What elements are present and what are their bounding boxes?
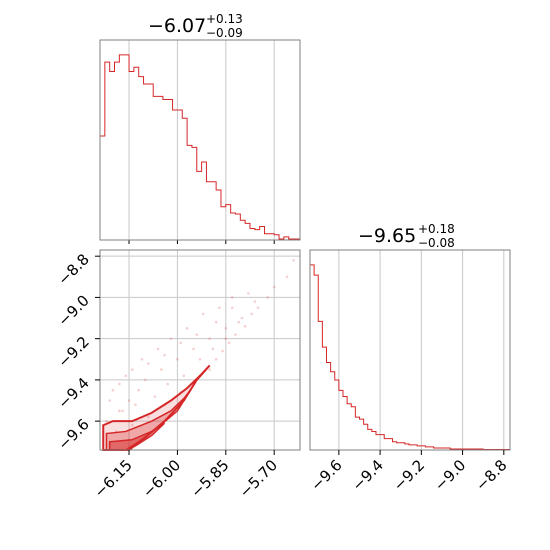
x-tick-label: −9.0 xyxy=(431,456,469,494)
histogram-panel-param-1: −6.07 +0.13 −0.09 xyxy=(99,12,301,244)
sample-point xyxy=(176,357,179,361)
x-tick-label: −8.8 xyxy=(472,456,510,494)
grid-lines xyxy=(128,40,275,244)
sample-point xyxy=(159,368,163,371)
sample-point xyxy=(108,399,111,402)
sample-point xyxy=(140,357,144,361)
density-contours xyxy=(102,364,211,451)
sample-point xyxy=(198,357,202,361)
x-axis-ticks: −6.15 −6.00 −5.85 −5.70 xyxy=(91,450,281,501)
title-value: −6.07 xyxy=(148,15,206,37)
sample-point xyxy=(247,291,250,295)
scatter-points xyxy=(105,259,295,433)
y-tick-label: −9.0 xyxy=(54,292,92,330)
sample-point xyxy=(130,423,134,427)
sample-point xyxy=(272,285,276,289)
y-tick-label: −9.4 xyxy=(54,374,92,412)
sample-point xyxy=(243,324,247,328)
y-tick-label: −8.8 xyxy=(54,250,92,288)
grid-lines xyxy=(100,250,300,450)
title-plus: +0.18 xyxy=(418,222,455,236)
sample-point xyxy=(234,333,237,336)
sample-point xyxy=(237,320,241,324)
sample-point xyxy=(105,419,108,423)
axes-frame xyxy=(99,39,301,241)
sample-point xyxy=(211,347,215,351)
sample-point xyxy=(182,374,186,378)
sample-point xyxy=(111,388,115,392)
y-tick-label: −9.6 xyxy=(54,415,92,453)
title-minus: −0.09 xyxy=(206,26,243,40)
sample-point xyxy=(292,259,295,262)
sample-point xyxy=(118,409,121,413)
sample-point xyxy=(121,409,124,413)
sample-point xyxy=(240,316,244,320)
sample-point xyxy=(169,337,173,340)
sample-point xyxy=(285,275,289,279)
sample-point xyxy=(230,306,234,310)
x-tick-label: −9.4 xyxy=(348,456,386,494)
sample-point xyxy=(195,333,199,336)
sample-point xyxy=(130,368,134,371)
title-plus: +0.13 xyxy=(206,12,243,26)
sample-point xyxy=(134,403,137,406)
sample-point xyxy=(218,306,221,310)
title-value: −9.65 xyxy=(358,225,416,247)
sample-point xyxy=(227,341,231,345)
y-tick-label: −9.2 xyxy=(54,333,92,371)
contour-level xyxy=(108,422,166,451)
histogram-panel-param-2: −9.6 −9.4 −9.2 −9.0 −8.8 −9.65 +0.18 −0.08 xyxy=(307,222,510,495)
sample-point xyxy=(137,388,141,392)
y-axis-ticks: −8.8 −9.0−9.2−9.4−9.6 xyxy=(54,250,100,454)
x-tick-label: −5.70 xyxy=(236,456,281,501)
sample-point xyxy=(214,320,218,324)
sample-point xyxy=(118,382,121,386)
sample-point xyxy=(208,337,211,340)
sample-point xyxy=(230,296,234,299)
sample-point xyxy=(153,395,157,398)
sample-point xyxy=(166,382,170,386)
sample-point xyxy=(201,312,205,316)
x-tick-label: −5.85 xyxy=(187,456,232,501)
sample-point xyxy=(256,306,260,310)
x-tick-label: −6.15 xyxy=(91,456,136,501)
sample-point xyxy=(208,368,211,371)
scatter-contour-panel: −6.15 −6.00 −5.85 −5.70 −8.8 −9.0−9.2−9.4−9.… xyxy=(54,249,301,501)
sample-point xyxy=(147,415,150,419)
x-tick-label: −6.00 xyxy=(139,456,184,501)
axes-frame xyxy=(99,249,301,451)
x-axis-ticks: −9.6 −9.4 −9.2 −9.0 −8.8 xyxy=(307,450,511,495)
sample-point xyxy=(127,399,131,402)
sample-point xyxy=(156,347,160,351)
sample-point xyxy=(224,327,228,330)
histogram-step-line xyxy=(309,264,510,450)
x-tick-label: −9.2 xyxy=(390,456,428,494)
histogram-step-line xyxy=(99,54,300,240)
sample-point xyxy=(224,337,228,340)
sample-point xyxy=(185,327,189,330)
axes-frame xyxy=(309,249,511,451)
sample-point xyxy=(192,347,195,351)
grid-lines xyxy=(338,250,505,450)
sample-point xyxy=(147,362,150,365)
sample-point xyxy=(179,341,182,345)
sample-point xyxy=(214,357,218,361)
x-tick-label: −9.6 xyxy=(307,456,345,494)
sample-point xyxy=(250,312,253,316)
panel-title: −9.65 +0.18 −0.08 xyxy=(358,222,455,250)
sample-point xyxy=(253,300,257,303)
sample-point xyxy=(143,378,147,382)
sample-point xyxy=(221,349,224,353)
sample-point xyxy=(124,374,128,378)
title-minus: −0.08 xyxy=(418,236,455,250)
sample-point xyxy=(163,353,166,357)
panel-title: −6.07 +0.13 −0.09 xyxy=(148,12,243,40)
sample-point xyxy=(266,296,270,299)
